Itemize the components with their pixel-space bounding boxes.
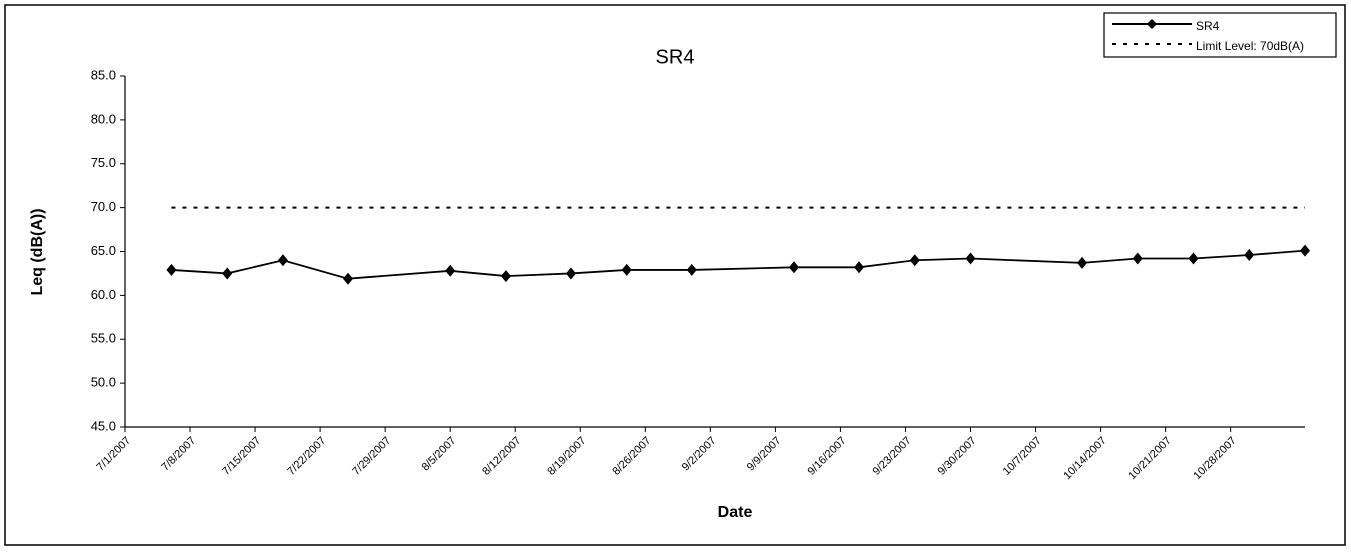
chart-frame	[4, 4, 1346, 546]
x-tick-label: 8/5/2007	[420, 435, 459, 474]
legend-label: Limit Level: 70dB(A)	[1196, 39, 1304, 53]
y-tick-label: 70.0	[91, 199, 116, 214]
y-axis-label: Leq (dB(A))	[29, 208, 46, 295]
x-tick-label: 10/28/2007	[1191, 435, 1238, 482]
x-tick-label: 9/30/2007	[936, 435, 979, 478]
data-point	[342, 272, 353, 285]
y-tick-label: 50.0	[91, 375, 116, 390]
data-point	[1188, 252, 1199, 265]
x-tick-label: 7/22/2007	[285, 435, 328, 478]
data-point	[222, 267, 233, 280]
data-point	[686, 263, 697, 276]
data-point	[1077, 256, 1088, 269]
data-point	[1244, 249, 1255, 262]
data-point	[909, 254, 920, 267]
data-point	[1132, 252, 1143, 265]
x-axis-label: Date	[718, 504, 753, 521]
chart-title: SR4	[656, 46, 695, 68]
x-tick-label: 10/21/2007	[1126, 435, 1173, 482]
x-tick-label: 9/2/2007	[680, 435, 719, 474]
data-point	[565, 267, 576, 280]
data-point	[854, 261, 865, 274]
x-tick-label: 7/29/2007	[350, 435, 393, 478]
x-tick-label: 8/12/2007	[480, 435, 523, 478]
y-tick-label: 75.0	[91, 155, 116, 170]
x-tick-label: 10/14/2007	[1061, 435, 1108, 482]
x-tick-label: 9/9/2007	[745, 435, 784, 474]
legend-label: SR4	[1196, 19, 1220, 33]
y-tick-label: 45.0	[91, 418, 116, 433]
x-tick-label: 10/7/2007	[1001, 435, 1044, 478]
y-tick-label: 65.0	[91, 243, 116, 258]
legend-marker	[1147, 19, 1157, 29]
x-tick-label: 8/19/2007	[545, 435, 588, 478]
y-tick-label: 85.0	[91, 67, 116, 82]
data-point	[500, 270, 511, 283]
data-point	[621, 263, 632, 276]
y-tick-label: 60.0	[91, 287, 116, 302]
series-line	[171, 249, 1306, 280]
data-point	[965, 252, 976, 265]
data-point	[445, 264, 456, 277]
x-tick-label: 7/8/2007	[159, 435, 198, 474]
data-point	[788, 261, 799, 274]
data-point	[277, 254, 288, 267]
y-tick-label: 55.0	[91, 331, 116, 346]
x-tick-label: 8/26/2007	[610, 435, 653, 478]
data-point	[1300, 244, 1310, 257]
x-tick-label: 9/16/2007	[806, 435, 849, 478]
data-point	[166, 263, 177, 276]
legend-box	[1103, 12, 1337, 58]
y-tick-label: 80.0	[91, 111, 116, 126]
x-tick-label: 7/15/2007	[220, 435, 263, 478]
x-tick-label: 7/1/2007	[94, 435, 133, 474]
x-tick-label: 9/23/2007	[871, 435, 914, 478]
